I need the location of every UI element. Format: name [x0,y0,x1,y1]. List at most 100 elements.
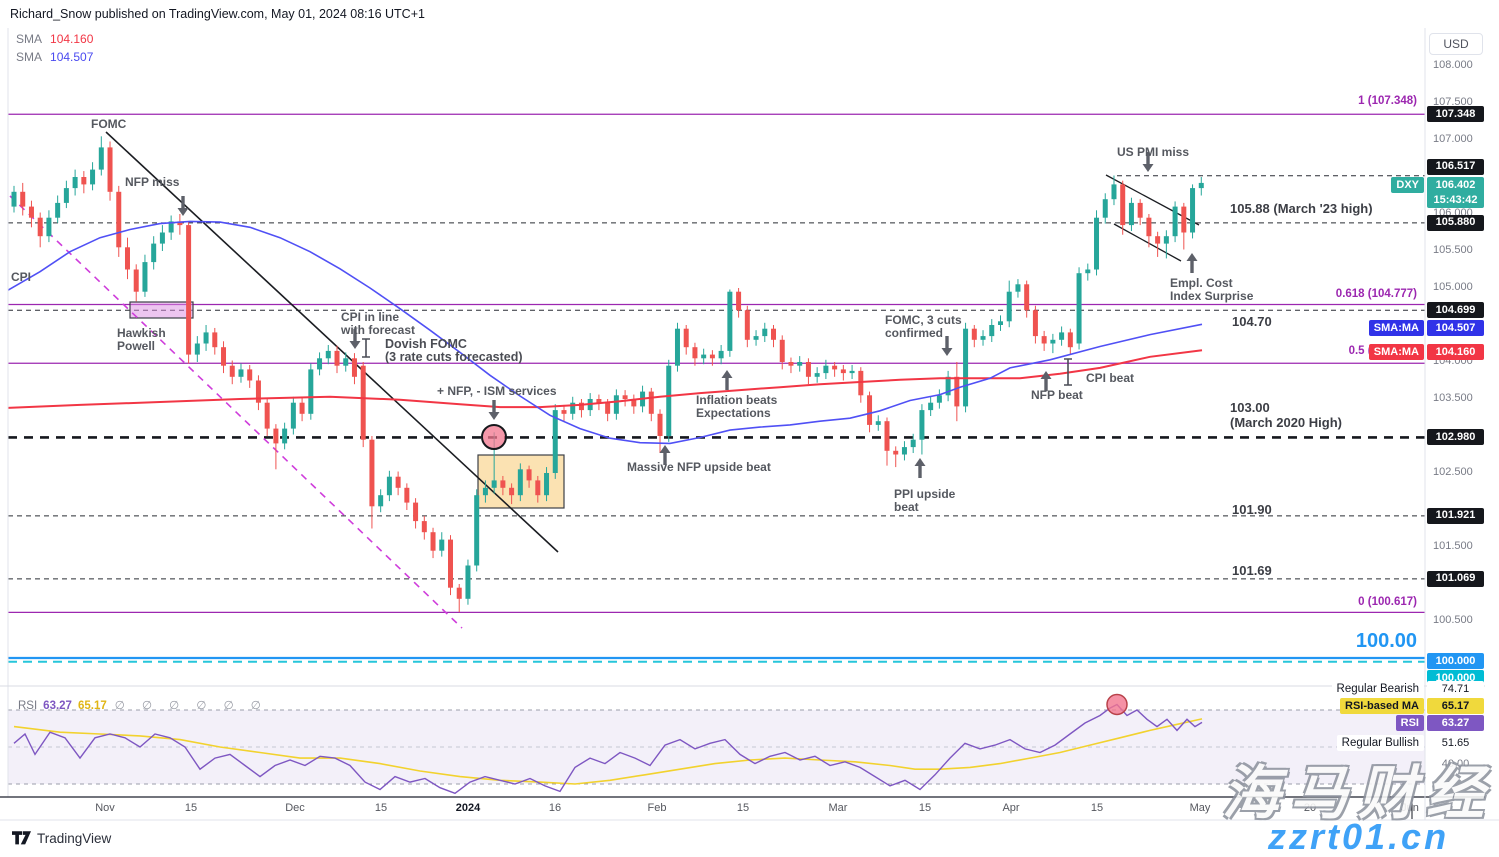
down-arrow-icon [941,348,953,356]
candle [805,362,811,377]
up-arrow-icon [1186,253,1198,261]
candle [448,539,453,588]
candle [360,365,366,440]
candle [1146,217,1152,237]
candle [203,332,209,344]
candle [116,191,122,248]
currency-selector[interactable]: USD [1429,33,1483,55]
candle [55,202,61,218]
candle [238,369,244,377]
candle [1041,336,1047,344]
down-arrow-icon [349,341,361,349]
candle [666,365,672,436]
candle [762,328,768,337]
candle [936,395,942,403]
candle [37,217,43,237]
candle [142,262,148,292]
candle [1067,332,1073,348]
candle [875,421,881,425]
candle [351,358,357,377]
candle [1198,182,1204,189]
up-arrow-icon [721,370,733,378]
candle [81,177,87,185]
downtrend-line [105,131,559,553]
candle [893,450,899,455]
candle [596,399,602,403]
sma-100-line [7,220,1203,445]
tradingview-logo-icon [12,831,31,845]
channel-lower-dashed [9,195,463,629]
down-arrow-icon [488,412,500,420]
candle [491,480,497,488]
candle [482,487,488,496]
measure-bracket-icon [1064,358,1072,386]
candle [474,495,480,566]
candle [736,291,742,311]
candle [814,373,820,377]
candle [832,365,838,370]
rsi-indicator-legend[interactable]: RSI 63.27 65.17 ∅ ∅ ∅ ∅ ∅ ∅ [18,698,268,712]
candle [20,191,26,207]
candle [168,221,174,233]
candle [867,395,873,425]
candle [1059,332,1065,340]
up-arrow-icon [914,458,926,466]
candle [1102,199,1108,218]
candle [290,402,296,429]
candle [159,232,165,244]
candle [90,169,96,185]
candle [500,480,506,488]
rsi-ma-value: 65.17 [77,700,107,712]
candle [561,410,567,414]
candle [299,402,305,414]
brand-name: TradingView [37,831,112,846]
candle [1076,273,1082,344]
candle [430,532,436,551]
candle [771,328,777,340]
candle [910,439,916,448]
candle [378,495,384,507]
candle [247,369,253,381]
candle [683,328,689,348]
candle [98,147,104,170]
candle [578,402,584,411]
candle [963,328,969,407]
candle [1190,188,1196,233]
candle [674,328,680,366]
candle [273,428,279,444]
candle [413,502,419,522]
candle [919,410,925,440]
candle [255,380,261,403]
candle [1094,217,1100,270]
candle [718,350,724,359]
candle [1120,184,1126,226]
candle [945,376,951,396]
candle [1111,184,1117,200]
candle [194,343,200,355]
rsi-value: 63.27 [43,700,72,712]
rsi-divergence-circle [1106,693,1128,716]
candle [404,487,410,503]
candle [613,395,619,414]
candle [1163,236,1169,244]
candle [221,347,227,366]
candle [657,413,663,436]
candle [1128,202,1134,226]
rsi-ma-line [13,718,1203,785]
candle [692,347,698,359]
candle [753,336,759,340]
candle [989,325,995,337]
candle [369,439,375,507]
tradingview-logo[interactable]: TradingView [12,831,111,846]
candle [709,354,715,359]
candle [46,217,52,237]
candle [456,587,462,599]
candle [797,362,803,366]
rsi-title: RSI [18,700,38,712]
candle [107,147,113,192]
candle [535,480,541,496]
flag-lower [1113,223,1182,262]
candle [325,350,331,359]
down-arrow-icon [177,208,189,216]
